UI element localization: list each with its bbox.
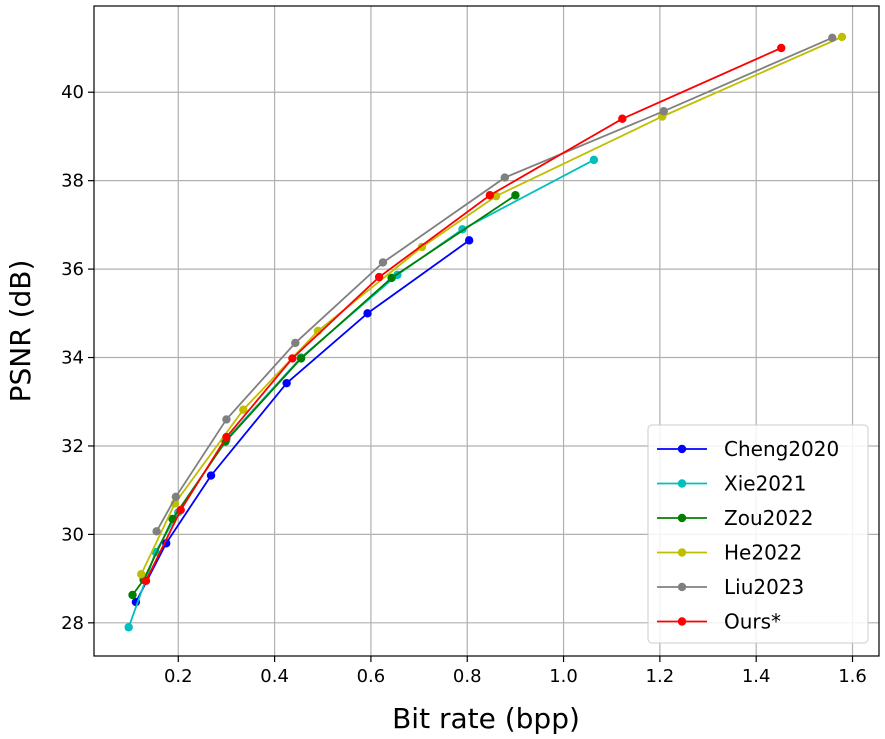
legend-marker	[677, 479, 687, 488]
legend: Cheng2020 Xie2021 Zou2022 He2022 Liu2023 Ours…	[647, 424, 869, 644]
legend-entry-he2022: He2022	[657, 541, 802, 565]
data-point-liu2023	[291, 338, 300, 348]
data-point-liu2023	[828, 33, 837, 43]
data-point-he2022	[491, 191, 501, 201]
series-line-ours	[145, 47, 782, 582]
legend-label: Xie2021	[724, 472, 806, 496]
x-tick-label: 0.2	[164, 666, 193, 687]
data-point-he2022	[136, 569, 146, 579]
data-point-he2022	[239, 405, 248, 414]
data-point-ours	[777, 43, 786, 53]
data-point-ours	[618, 114, 627, 123]
x-tick-label: 1.6	[838, 666, 867, 687]
legend-box	[647, 424, 869, 644]
legend-entry-liu2023: Liu2023	[657, 575, 804, 599]
axis-ticks: 0.2 0.4 0.6 0.8 1.0 1.2 1.4 1.6 28 30 32 34 36 38 40	[61, 82, 867, 687]
data-point-zou2022	[511, 191, 520, 200]
x-tick-label: 1.2	[646, 666, 675, 687]
legend-label: Cheng2020	[724, 437, 839, 461]
series-line-liu2023	[155, 36, 833, 532]
series-ours	[141, 43, 786, 586]
data-point-he2022	[837, 32, 847, 42]
data-point-liu2023	[500, 173, 510, 182]
data-point-liu2023	[171, 492, 181, 502]
x-tick-label: 0.6	[357, 666, 386, 687]
legend-entry-xie2021: Xie2021	[657, 472, 806, 496]
y-tick-label: 34	[61, 348, 84, 369]
legend-entry-zou2022: Zou2022	[657, 506, 814, 530]
y-axis-title: PSNR (dB)	[4, 260, 37, 403]
data-point-liu2023	[222, 415, 231, 424]
legend-marker	[677, 444, 687, 454]
data-point-ours	[222, 432, 231, 442]
data-point-cheng2020	[206, 471, 216, 480]
legend-marker	[677, 513, 687, 523]
x-tick-label: 1.4	[742, 666, 771, 687]
data-point-zou2022	[128, 590, 137, 600]
data-point-cheng2020	[282, 378, 291, 388]
series-layer	[124, 32, 847, 632]
data-point-zou2022	[387, 273, 396, 283]
legend-label: He2022	[724, 541, 802, 565]
legend-marker	[677, 548, 687, 557]
legend-marker	[677, 582, 687, 592]
data-point-xie2021	[124, 623, 133, 632]
y-tick-label: 40	[61, 82, 84, 103]
data-point-ours	[288, 354, 297, 363]
x-tick-label: 1.0	[549, 666, 578, 687]
data-point-cheng2020	[464, 236, 474, 245]
data-point-liu2023	[378, 258, 388, 267]
data-point-ours	[176, 505, 185, 515]
series-he2022	[136, 32, 847, 579]
data-point-cheng2020	[363, 309, 372, 318]
data-point-xie2021	[589, 155, 599, 165]
data-point-ours	[374, 272, 384, 282]
series-line-he2022	[140, 36, 843, 575]
legend-label: Liu2023	[724, 575, 804, 599]
y-tick-label: 32	[61, 436, 84, 457]
data-point-liu2023	[152, 527, 161, 536]
x-tick-label: 0.8	[453, 666, 482, 687]
data-point-liu2023	[659, 107, 668, 116]
data-point-zou2022	[296, 354, 306, 363]
y-tick-label: 28	[61, 613, 84, 634]
series-liu2023	[152, 33, 837, 536]
y-tick-label: 38	[61, 171, 84, 192]
legend-label: Ours*	[724, 610, 781, 634]
legend-label: Zou2022	[724, 506, 814, 530]
plot-frame	[93, 5, 880, 657]
y-tick-label: 36	[61, 259, 84, 280]
series-line-cheng2020	[135, 239, 470, 603]
data-point-ours	[141, 576, 151, 586]
data-point-ours	[485, 191, 495, 200]
x-tick-label: 0.4	[260, 666, 289, 687]
legend-entry-ours: Ours*	[657, 610, 781, 634]
legend-marker	[677, 617, 687, 626]
x-axis-title: Bit rate (bpp)	[392, 702, 580, 735]
legend-entry-cheng2020: Cheng2020	[657, 437, 839, 461]
y-tick-label: 30	[61, 524, 84, 545]
